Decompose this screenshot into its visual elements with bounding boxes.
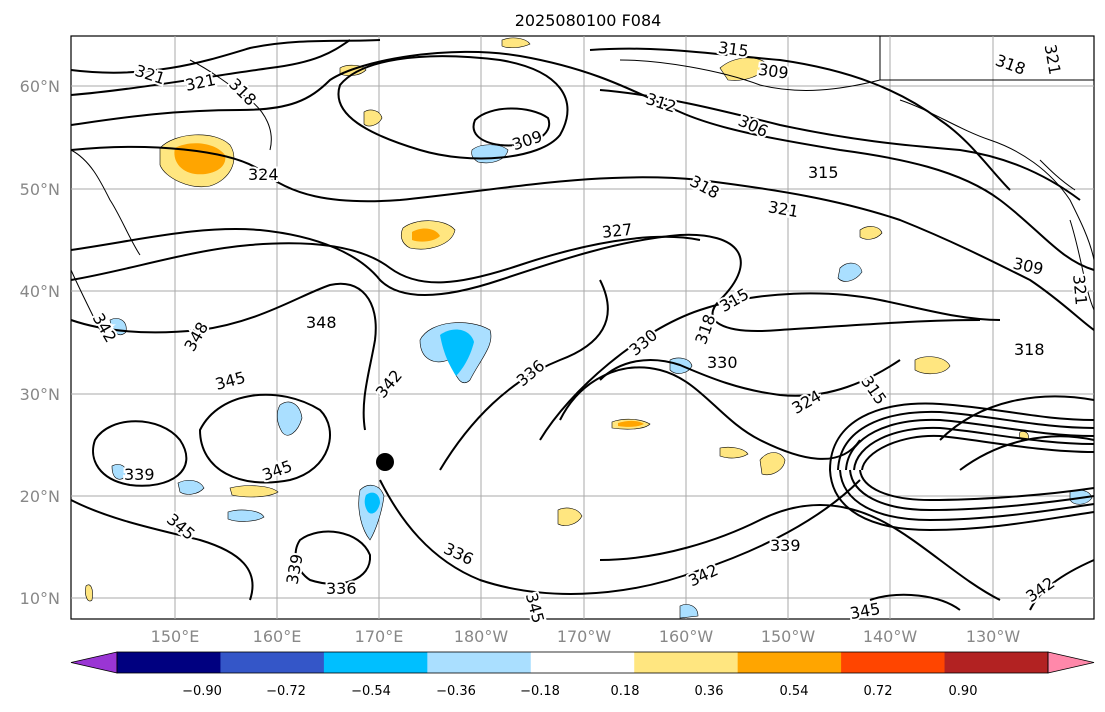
- contour-label: 318: [1014, 340, 1045, 359]
- colorbar-extend-low: [70, 651, 118, 674]
- lon-label: 160°E: [253, 627, 302, 646]
- lon-label: 170°E: [355, 627, 404, 646]
- contour-label: 330: [707, 353, 738, 372]
- lat-label: 50°N: [20, 180, 60, 199]
- storm-center-marker: [376, 453, 394, 471]
- colorbar-swatch: [634, 652, 739, 673]
- colorbar-label: −0.18: [520, 684, 560, 699]
- contour-label: 321: [1069, 274, 1091, 306]
- contour-label: 339: [770, 536, 801, 555]
- lat-label: 40°N: [20, 282, 60, 301]
- colorbar-label: −0.90: [182, 684, 222, 699]
- colorbar-swatch: [323, 652, 428, 673]
- colorbar: −0.90 −0.72 −0.54 −0.36 −0.18 0.18 0.36 …: [70, 651, 1095, 699]
- colorbar-label: 0.54: [780, 684, 809, 699]
- colorbar-swatch: [117, 652, 221, 673]
- figure-title: 2025080100 F084: [515, 11, 662, 30]
- colorbar-swatch: [737, 652, 842, 673]
- colorbar-swatch: [841, 652, 946, 673]
- colorbar-label: 0.72: [864, 684, 893, 699]
- closed-low-rings: [829, 402, 1095, 532]
- lat-label: 60°N: [20, 77, 60, 96]
- lat-labels: 60°N 50°N 40°N 30°N 20°N 10°N: [20, 77, 60, 608]
- colorbar-label: −0.72: [266, 684, 306, 699]
- colorbar-label: −0.54: [351, 684, 391, 699]
- contour-label: 315: [808, 163, 839, 182]
- shading-patches: [85, 37, 1093, 619]
- colorbar-label: 0.36: [695, 684, 724, 699]
- lat-label: 30°N: [20, 385, 60, 404]
- map-panel: 321 321 318 324 309 315 309 312 306 315 …: [70, 35, 1095, 627]
- lon-label: 150°W: [761, 627, 816, 646]
- colorbar-swatch: [427, 652, 532, 673]
- lon-label: 140°W: [863, 627, 918, 646]
- lat-label: 10°N: [20, 589, 60, 608]
- colorbar-swatch: [220, 652, 325, 673]
- colorbar-label: −0.36: [436, 684, 476, 699]
- contour-label: 327: [601, 220, 633, 242]
- graticule: [71, 36, 1094, 619]
- colorbar-swatches: [70, 651, 1095, 674]
- lon-label: 130°W: [966, 627, 1021, 646]
- colorbar-swatch: [944, 652, 1049, 673]
- colorbar-outline: [116, 651, 1049, 674]
- height-contours: [70, 39, 1095, 611]
- contour-label: 324: [248, 165, 279, 184]
- map-frame: [70, 35, 1095, 620]
- colorbar-swatch: [530, 652, 635, 673]
- colorbar-label: 0.18: [611, 684, 640, 699]
- contour-label: 348: [306, 313, 337, 332]
- lon-label: 170°W: [557, 627, 612, 646]
- lon-label: 160°W: [659, 627, 714, 646]
- colorbar-extend-high: [1047, 651, 1095, 674]
- lat-label: 20°N: [20, 487, 60, 506]
- contour-label: 321: [767, 197, 800, 221]
- lon-label: 150°E: [151, 627, 200, 646]
- colorbar-labels: −0.90 −0.72 −0.54 −0.36 −0.18 0.18 0.36 …: [182, 684, 977, 699]
- lon-labels: 150°E 160°E 170°E 180°W 170°W 160°W 150°…: [151, 627, 1021, 646]
- contour-label: 339: [124, 465, 155, 484]
- coastlines: [70, 36, 1095, 331]
- contour-label: 336: [326, 579, 357, 598]
- colorbar-label: 0.90: [949, 684, 978, 699]
- lon-label: 180°W: [454, 627, 509, 646]
